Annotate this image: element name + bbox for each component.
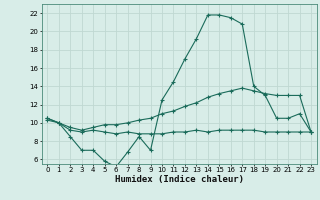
X-axis label: Humidex (Indice chaleur): Humidex (Indice chaleur) bbox=[115, 175, 244, 184]
